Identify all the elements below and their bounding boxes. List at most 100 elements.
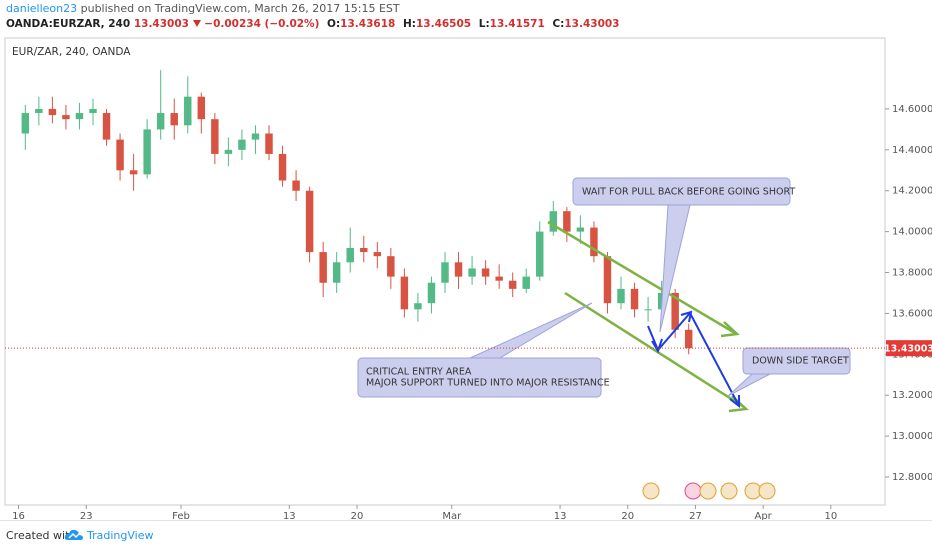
- candle-body: [400, 276, 409, 310]
- candle-body: [129, 170, 138, 175]
- candle-body: [617, 288, 625, 304]
- ohlc-value: 13.43618: [340, 18, 396, 30]
- y-tick-label: 13.80000: [892, 268, 932, 279]
- callout-box: [572, 177, 791, 206]
- ohlc-label: H:: [402, 18, 416, 30]
- x-tick-label: Apr: [754, 511, 772, 520]
- candle-body: [414, 303, 422, 310]
- event-icon: [684, 482, 702, 500]
- footer: Created with TradingView: [0, 520, 932, 550]
- last: 13.43003: [133, 18, 189, 30]
- created-with: Created with: [6, 529, 77, 542]
- candle-body: [102, 113, 111, 140]
- candle-body: [75, 113, 84, 120]
- candle-body: [508, 280, 517, 289]
- candle-body: [278, 153, 287, 181]
- annotation-text: DOWN SIDE TARGET: [752, 356, 849, 367]
- candle-body: [590, 227, 598, 257]
- event-icon: [642, 482, 660, 500]
- candle-body: [441, 262, 449, 283]
- candle-body: [211, 119, 219, 154]
- ohlc-label: C:: [552, 18, 565, 30]
- candle-body: [495, 276, 503, 281]
- chart-title: EUR/ZAR, 240, OANDA: [12, 46, 131, 58]
- candle-body: [481, 268, 490, 277]
- x-tick-label: 13: [283, 511, 296, 520]
- event-icon: [699, 482, 717, 500]
- candle-body: [671, 292, 679, 330]
- y-tick-label: 14.20000: [892, 186, 932, 197]
- candle-body: [319, 252, 327, 283]
- x-tick-label: 10: [824, 511, 837, 520]
- event-icon: [720, 482, 738, 500]
- channel-top: [547, 220, 736, 335]
- y-tick-label: 13.00000: [892, 431, 932, 442]
- change: −0.00234 (−0.02%): [204, 18, 320, 30]
- x-tick-label: 23: [80, 511, 93, 520]
- down-icon: [192, 20, 201, 27]
- candle-body: [48, 108, 57, 116]
- drawings: WAIT FOR PULL BACK BEFORE GOING SHORT CRI…: [357, 177, 851, 413]
- arrowhead: [729, 395, 740, 409]
- candle-body: [332, 262, 341, 283]
- candle-body: [184, 96, 192, 126]
- event-icon: [758, 482, 776, 500]
- candle-body: [35, 108, 43, 114]
- candle-body: [373, 252, 382, 257]
- projection-path: [647, 311, 739, 405]
- candle-body: [454, 262, 463, 277]
- logo: [64, 529, 83, 540]
- channel-bottom: [564, 291, 745, 409]
- candle-body: [251, 133, 260, 140]
- candle-body: [62, 115, 70, 120]
- x-tick-label: Mar: [442, 511, 462, 520]
- x-tick-label: Feb: [172, 511, 190, 520]
- ohlc-value: 13.43003: [564, 18, 620, 30]
- candle-body: [156, 113, 165, 130]
- candle-body: [522, 276, 530, 289]
- ohlc-label: O:: [327, 18, 341, 30]
- candle-body: [170, 113, 178, 126]
- candle-body: [143, 129, 151, 175]
- candle-body: [576, 227, 585, 232]
- candle-body: [563, 211, 571, 232]
- candle-body: [305, 190, 314, 253]
- candle-body: [536, 231, 544, 277]
- candle-body: [387, 256, 395, 277]
- candle-body: [21, 113, 30, 134]
- candle-body: [644, 309, 652, 311]
- arrowhead: [651, 338, 663, 354]
- x-tick-label: 20: [351, 511, 364, 520]
- callout-box: [742, 347, 851, 375]
- y-tick-label: 12.80000: [892, 472, 932, 483]
- annotation-text: MAJOR SUPPORT TURNED INTO MAJOR RESISTAN…: [366, 378, 610, 389]
- arrowhead: [720, 321, 740, 338]
- candle-body: [684, 329, 693, 349]
- candle-body: [549, 211, 558, 232]
- candle-body: [89, 108, 97, 114]
- candle-body: [603, 256, 612, 304]
- candle-body: [197, 96, 206, 120]
- symbol: OANDA:EURZAR, 240: [6, 18, 131, 30]
- candle-body: [238, 139, 246, 150]
- brand[interactable]: TradingView: [87, 529, 154, 542]
- ohlc-value: 13.46505: [415, 18, 472, 30]
- callout-box: [357, 357, 602, 398]
- x-tick-label: 16: [12, 511, 25, 520]
- candle-body: [427, 282, 436, 304]
- candle-body: [360, 247, 368, 253]
- author[interactable]: danielleon23: [6, 2, 78, 15]
- last-price-label: 13.43003: [884, 344, 932, 355]
- annotation-text: CRITICAL ENTRY AREA: [366, 367, 472, 378]
- y-tick-label: 14.00000: [892, 227, 932, 238]
- candle-body: [265, 133, 273, 154]
- chart: EUR/ZAR, 240, OANDA WAIT FOR PULL BACK B…: [4, 37, 932, 520]
- candle-body: [224, 149, 233, 154]
- ohlc-label: L:: [478, 18, 490, 30]
- candle-body: [292, 180, 300, 191]
- y-tick-label: 13.20000: [892, 390, 932, 401]
- ohlc-value: 13.41571: [489, 18, 545, 30]
- arrowhead: [680, 310, 693, 323]
- last-price-box: [886, 340, 932, 357]
- candle-body: [630, 288, 639, 310]
